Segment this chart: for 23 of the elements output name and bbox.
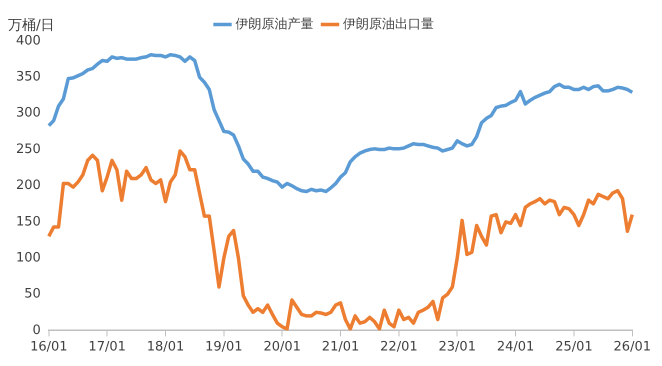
y-tick-label: 350 bbox=[16, 70, 41, 85]
y-tick-label: 0 bbox=[32, 322, 41, 338]
x-tick-label: 20/01 bbox=[263, 340, 301, 355]
x-tick-label: 19/01 bbox=[205, 340, 243, 355]
x-tick-label: 18/01 bbox=[146, 340, 184, 355]
x-tick-label: 25/01 bbox=[555, 340, 593, 355]
y-tick-label: 300 bbox=[16, 106, 41, 121]
y-tick-label: 400 bbox=[16, 33, 41, 48]
y-tick-label: 250 bbox=[16, 142, 41, 157]
x-tick-label: 16/01 bbox=[30, 340, 68, 355]
x-tick-label: 23/01 bbox=[438, 340, 476, 355]
y-tick-label: 200 bbox=[16, 178, 41, 194]
x-tick-label: 24/01 bbox=[496, 340, 534, 355]
x-tick-label: 22/01 bbox=[380, 340, 418, 355]
legend-label: 伊朗原油产量 bbox=[236, 16, 314, 32]
y-tick-label: 100 bbox=[16, 250, 41, 266]
x-tick-label: 21/01 bbox=[322, 340, 360, 355]
y-axis-title: 万桶/日 bbox=[8, 18, 55, 34]
legend-label: 伊朗原油出口量 bbox=[343, 16, 434, 32]
y-tick-label: 50 bbox=[24, 286, 41, 302]
y-tick-label: 150 bbox=[16, 214, 41, 230]
x-tick-label: 17/01 bbox=[88, 340, 126, 355]
x-tick-label: 26/01 bbox=[614, 340, 651, 355]
